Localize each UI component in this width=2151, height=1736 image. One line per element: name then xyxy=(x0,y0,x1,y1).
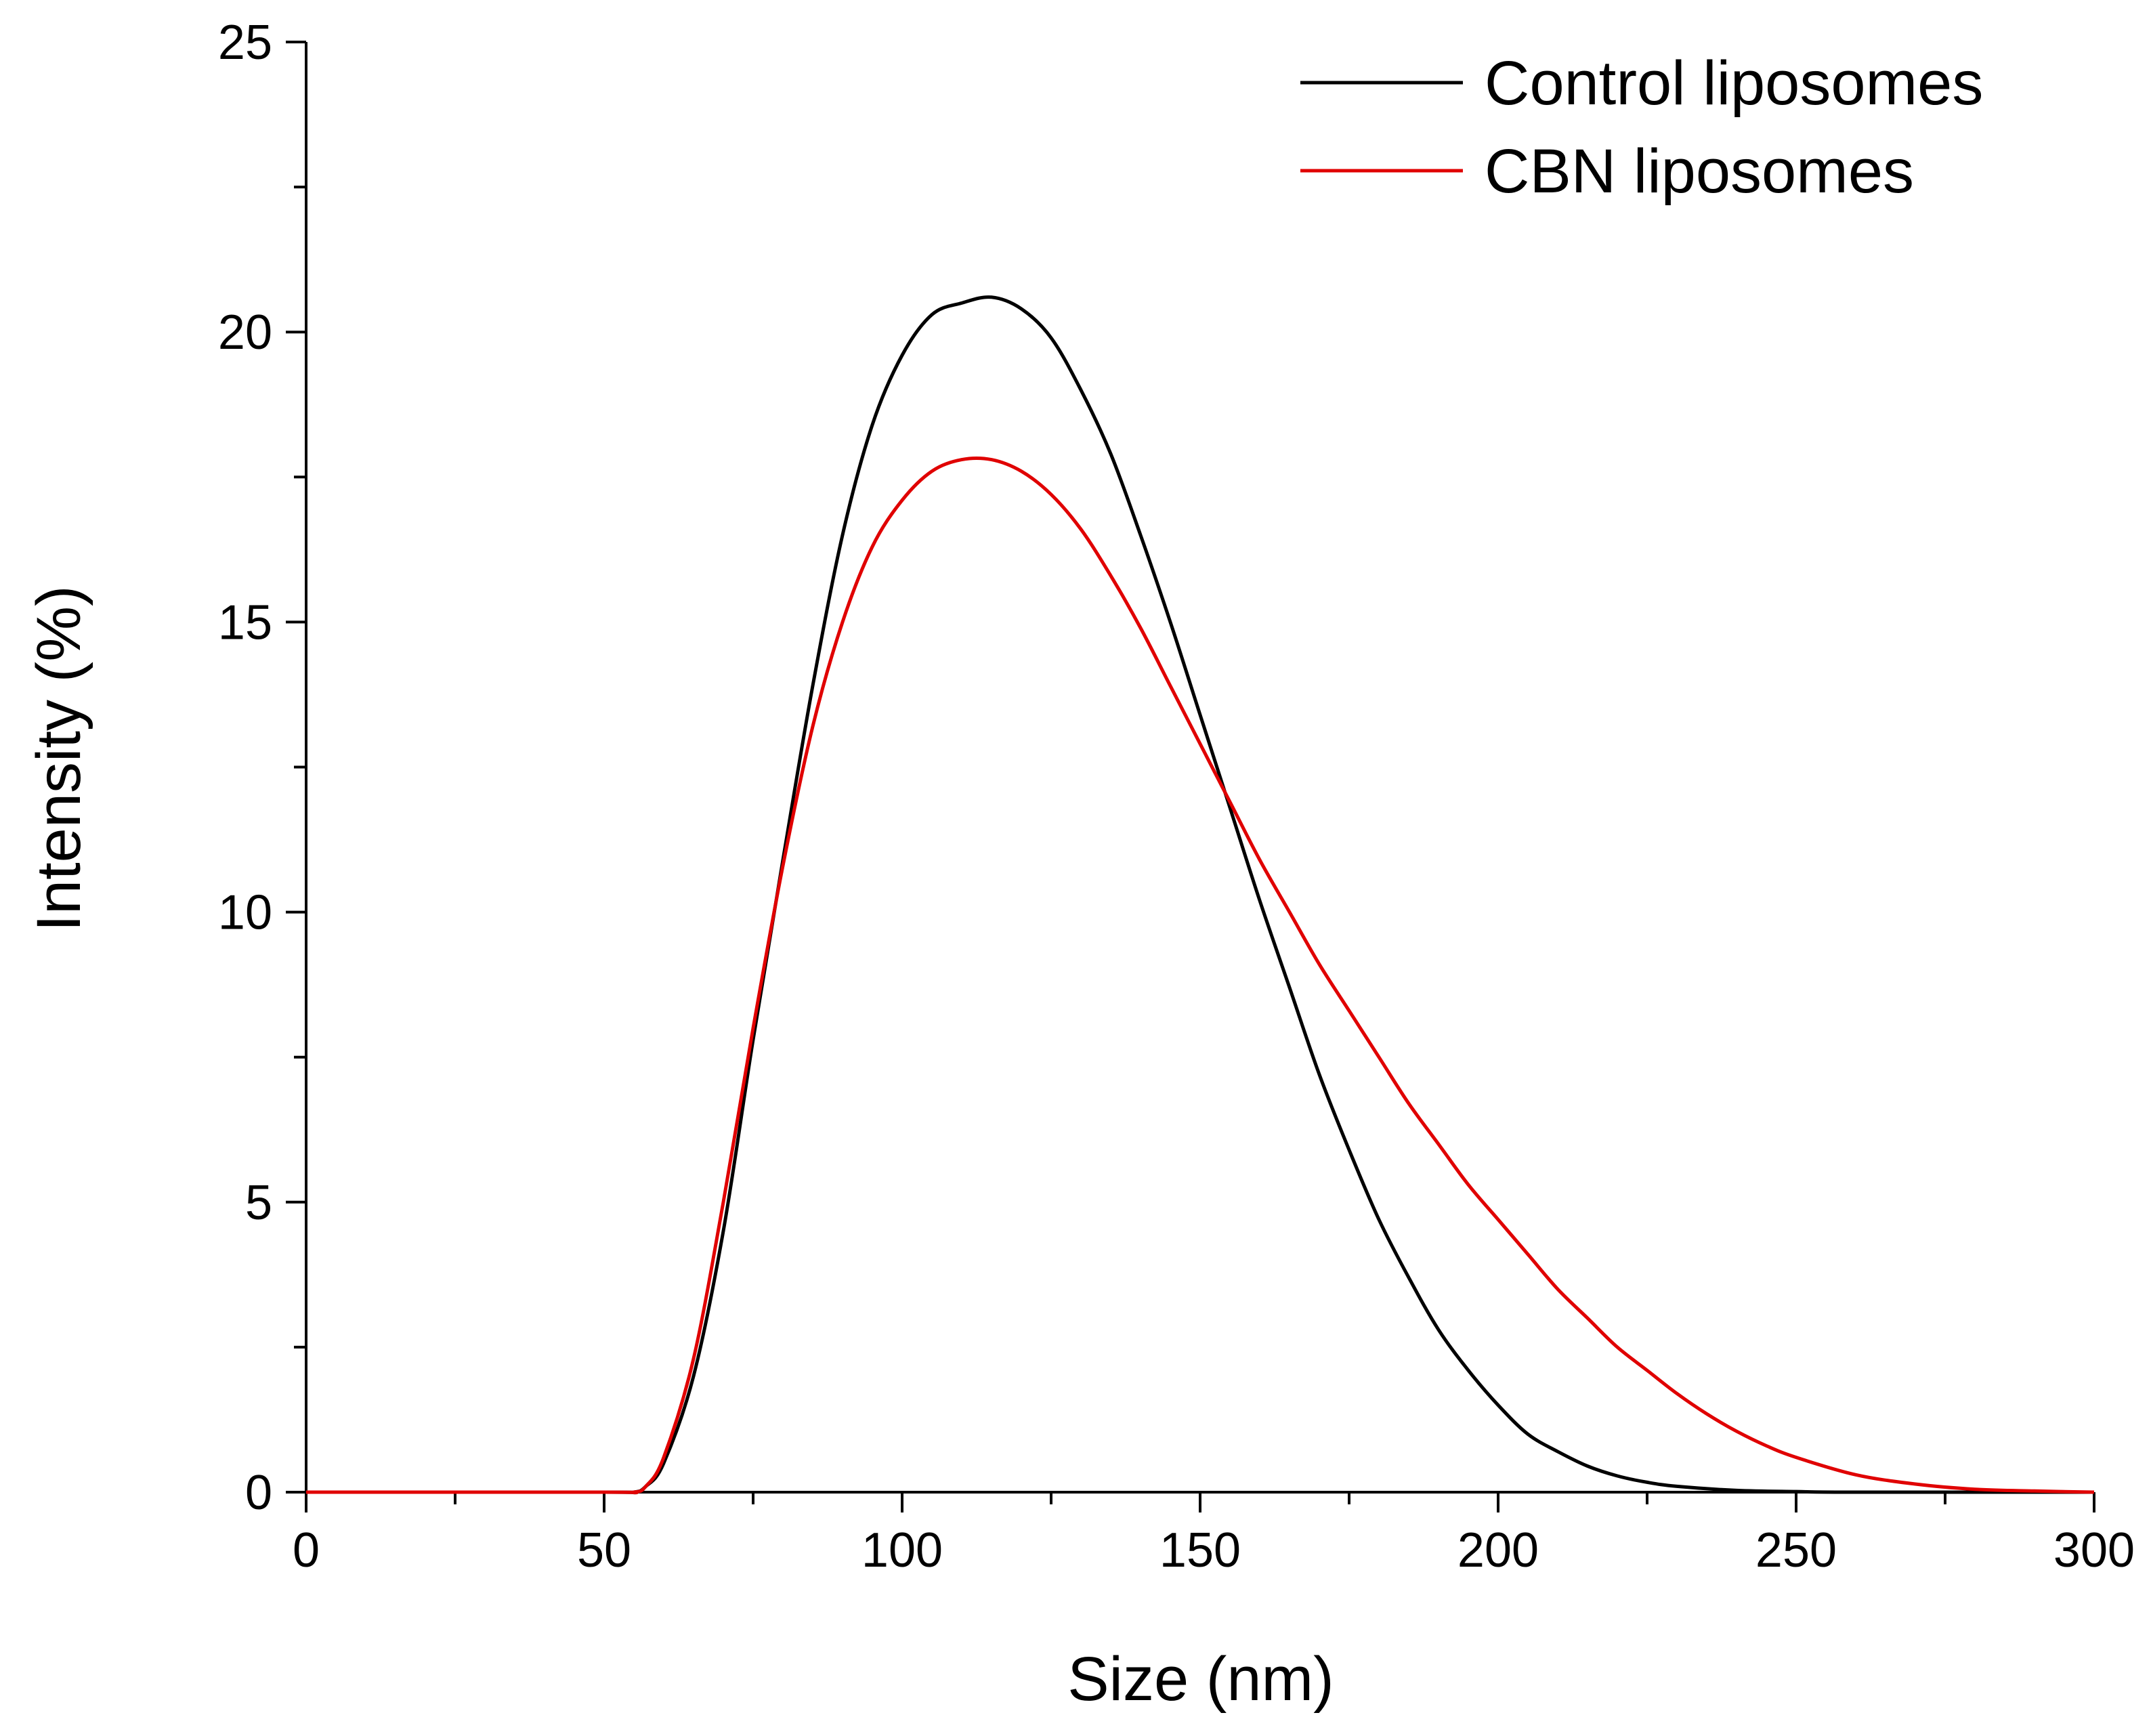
y-tick-label: 20 xyxy=(218,305,272,360)
x-tick-label: 150 xyxy=(1159,1523,1241,1578)
legend-label-cbn-liposomes: CBN liposomes xyxy=(1485,137,1914,206)
y-tick-label: 10 xyxy=(218,886,272,940)
y-tick-label: 5 xyxy=(245,1176,272,1230)
y-tick-label: 15 xyxy=(218,595,272,650)
axes xyxy=(305,42,2094,1494)
x-ticks: 0 50 100 150 200 250 300 xyxy=(293,1492,2135,1578)
x-axis-title: Size (nm) xyxy=(1067,1645,1334,1714)
x-tick-label: 200 xyxy=(1457,1523,1539,1578)
y-ticks: 0 5 10 15 20 25 xyxy=(218,16,306,1520)
y-tick-label: 25 xyxy=(218,16,272,70)
x-tick-label: 0 xyxy=(293,1523,320,1578)
series-line-control-liposomes xyxy=(306,295,2095,1495)
y-axis-title: Intensity (%) xyxy=(24,585,93,931)
x-tick-label: 300 xyxy=(2053,1523,2135,1578)
x-tick-label: 100 xyxy=(861,1523,943,1578)
series-line-cbn-liposomes xyxy=(306,457,2095,1495)
x-tick-label: 250 xyxy=(1755,1523,1837,1578)
series-layer xyxy=(306,295,2095,1495)
y-tick-label: 0 xyxy=(245,1466,272,1520)
legend: Control liposomes CBN liposomes xyxy=(1300,49,1983,206)
x-tick-label: 50 xyxy=(577,1523,631,1578)
legend-label-control-liposomes: Control liposomes xyxy=(1485,49,1983,118)
